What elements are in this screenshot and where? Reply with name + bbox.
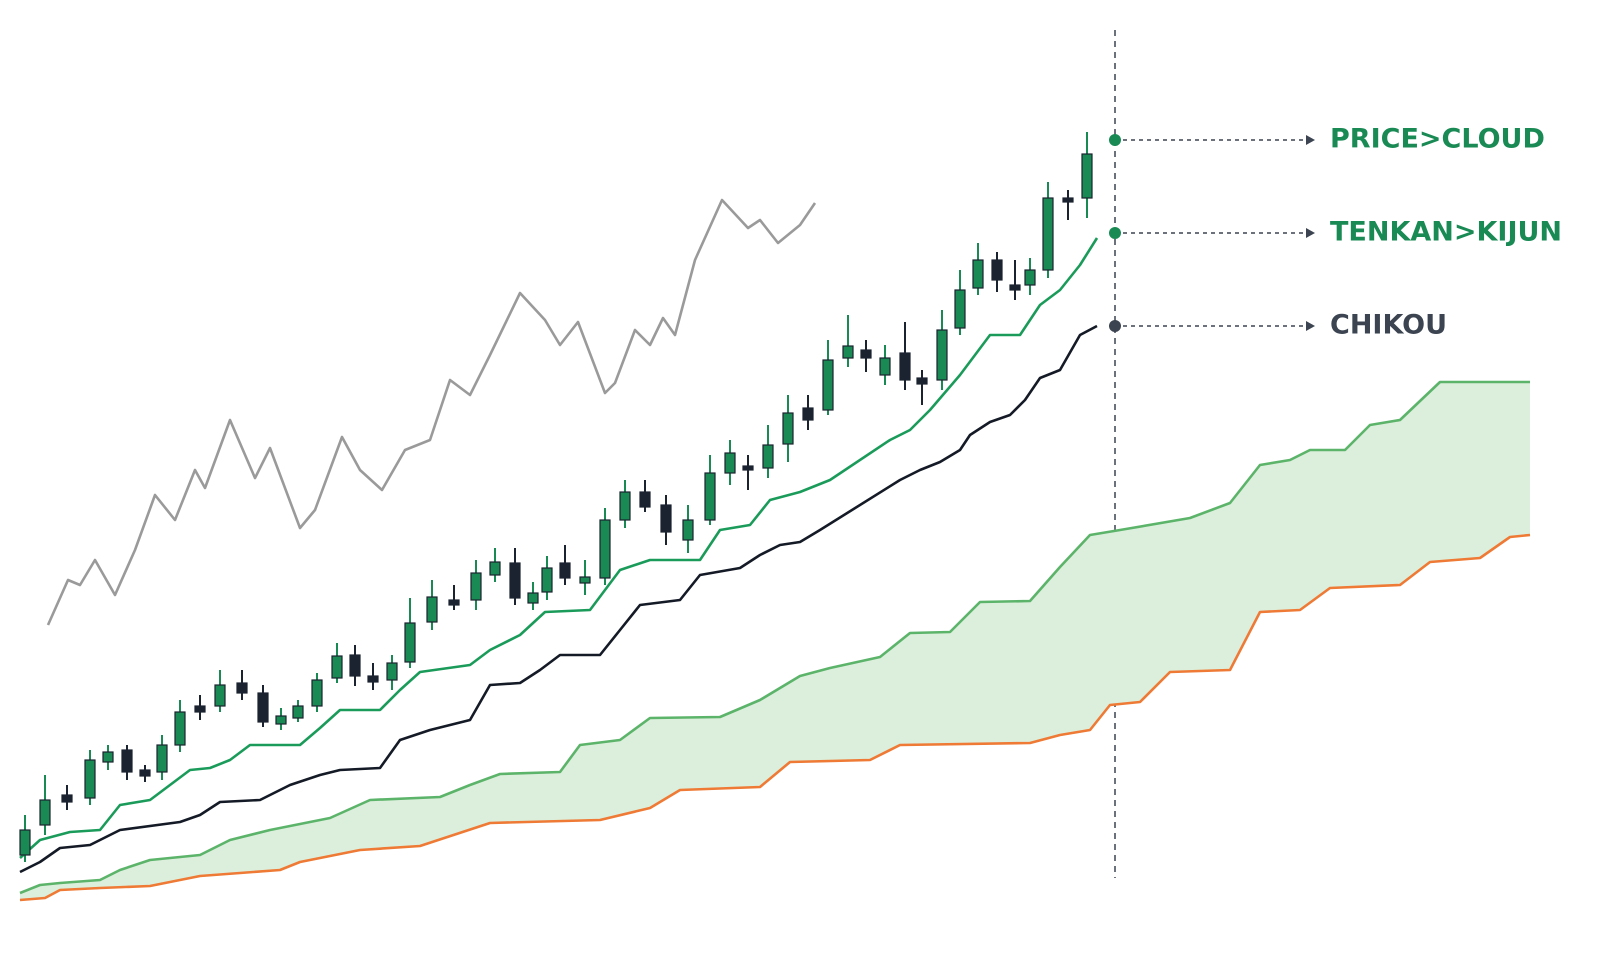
candle-body — [194, 705, 206, 713]
candle-body — [292, 705, 304, 719]
annotation-dot — [1109, 227, 1121, 239]
candle-body — [426, 596, 438, 623]
candle-body — [879, 357, 891, 376]
candle-body — [559, 562, 571, 579]
candle-body — [860, 349, 872, 359]
indicator-line — [19, 237, 1099, 859]
annotation-label: PRICE>CLOUD — [1330, 124, 1545, 155]
indicator-line — [46, 198, 817, 626]
candle-body — [842, 345, 854, 359]
candle-body — [1042, 197, 1054, 271]
cloud-fill — [20, 382, 1530, 900]
candle-body — [1024, 269, 1036, 286]
candle-body — [822, 359, 834, 411]
candle-body — [386, 662, 398, 681]
candle-body — [39, 799, 51, 826]
candle-body — [404, 622, 416, 663]
candle-body — [236, 682, 248, 694]
candle-body — [257, 692, 269, 723]
annotation-label: TENKAN>KIJUN — [1330, 217, 1562, 248]
candle-body — [619, 491, 631, 521]
candle-body — [682, 519, 694, 541]
candle-body — [954, 289, 966, 329]
candle-body — [367, 675, 379, 683]
candle-body — [704, 472, 716, 521]
candle-body — [782, 412, 794, 445]
candle-body — [509, 562, 521, 599]
candle-body — [527, 592, 539, 604]
candle-body — [311, 679, 323, 707]
annotation-dot — [1109, 320, 1121, 332]
candle-body — [84, 759, 96, 799]
candle-body — [1081, 153, 1093, 199]
candle-body — [639, 491, 651, 508]
candle-body — [660, 504, 672, 533]
candle-body — [1009, 284, 1021, 291]
arrow-head — [1306, 228, 1315, 238]
candle-body — [214, 684, 226, 707]
candle-body — [936, 329, 948, 381]
candle-body — [724, 452, 736, 474]
indicator-line — [19, 380, 1530, 895]
candle-body — [916, 377, 928, 385]
candle-body — [991, 259, 1003, 281]
candle-body — [489, 561, 501, 576]
candle-body — [470, 572, 482, 601]
annotation-label: CHIKOU — [1330, 310, 1447, 341]
candle-body — [331, 655, 343, 679]
annotation-dot — [1109, 134, 1121, 146]
indicator-line — [19, 533, 1531, 902]
candle-body — [762, 444, 774, 469]
arrow-head — [1306, 321, 1315, 331]
candle-body — [802, 407, 814, 421]
candle-body — [275, 715, 287, 725]
indicator-line — [19, 324, 1098, 874]
candle-body — [349, 654, 361, 677]
candle-body — [448, 599, 460, 606]
candle-body — [541, 567, 553, 593]
candle-body — [742, 465, 754, 471]
candle-body — [899, 352, 911, 381]
candle-body — [61, 794, 73, 803]
arrow-head — [1306, 135, 1315, 145]
candle-body — [174, 711, 186, 746]
candle-body — [599, 519, 611, 579]
candle-body — [121, 749, 133, 773]
candle-body — [1062, 197, 1074, 203]
candle-body — [579, 576, 591, 584]
candle-body — [19, 829, 31, 856]
candle-body — [139, 769, 151, 777]
candle-body — [972, 259, 984, 289]
candle-body — [156, 744, 168, 773]
candle-body — [102, 751, 114, 763]
